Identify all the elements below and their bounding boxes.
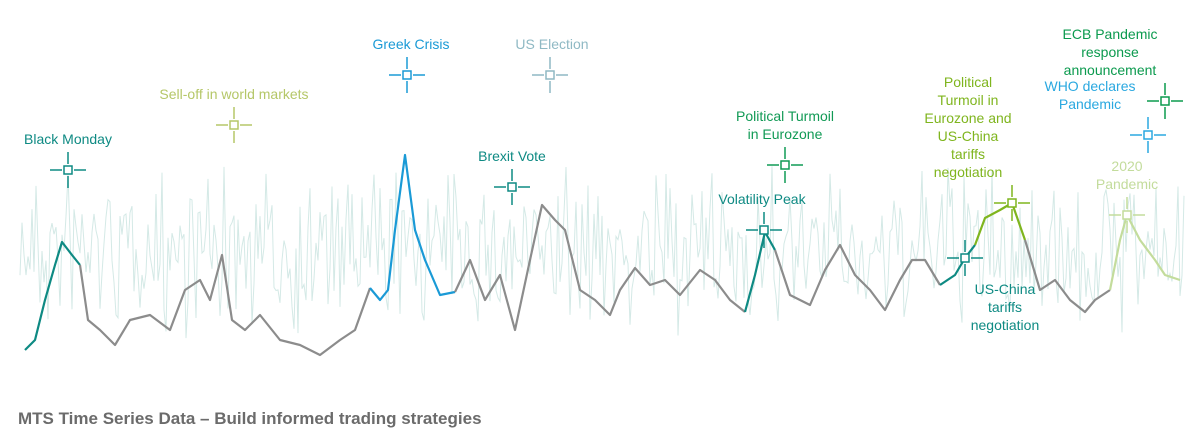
annotation-marker [1160,96,1170,106]
annotation-label: Black Monday [24,131,112,147]
series-line [1108,213,1181,291]
series-line [773,243,941,312]
chart-title: MTS Time Series Data – Build informed tr… [18,409,482,428]
series-line [743,230,776,313]
annotation-marker [63,165,73,175]
background-noise [19,166,1185,339]
annotation-label: negotiation [971,317,1040,333]
series-lines [24,153,1181,357]
annotation-label: Political Turmoil [736,108,834,124]
annotation-label: tariffs [951,146,985,162]
annotation-label: negotiation [934,164,1003,180]
annotation-marker [507,182,517,192]
annotation-label: US Election [515,36,588,52]
annotation-label: US-China [938,128,999,144]
annotation-label: WHO declares [1044,78,1135,94]
annotation-label: Volatility Peak [718,191,806,207]
series-line [454,203,746,332]
series-line [939,244,976,286]
annotation-marker [229,120,239,130]
annotation-marker [960,253,970,263]
annotation: Greek Crisis [372,36,450,93]
annotation: Brexit Vote [478,148,546,205]
annotation-marker [402,70,412,80]
noise-line [19,166,1185,339]
annotation: US-China tariffs negotiation [947,240,1039,333]
annotation: 2020 Pandemic [1096,158,1158,233]
annotation-label: Pandemic [1096,176,1158,192]
annotation-label: Political [944,74,992,90]
annotation: WHO declares Pandemic [1044,78,1166,153]
annotation-marker [780,160,790,170]
annotation-label: Pandemic [1059,96,1121,112]
annotation-label: tariffs [988,299,1022,315]
annotation: ECB Pandemic response announcement [1063,26,1183,119]
annotation-marker [545,70,555,80]
series-line [369,153,456,302]
annotation-marker [1122,210,1132,220]
annotation-label: US-China [975,281,1036,297]
annotation-label: response [1081,44,1139,60]
annotation-label: Eurozone and [924,110,1011,126]
annotation-label: in Eurozone [748,126,823,142]
annotation: Black Monday [24,131,112,188]
annotation-marker [1007,198,1017,208]
series-line [78,253,372,357]
annotation: US Election [515,36,589,93]
annotation-marker [759,225,769,235]
series-line [973,201,1027,246]
annotation: Sell-off in world markets [159,86,309,143]
annotation-marker [1143,130,1153,140]
annotation-label: Greek Crisis [372,36,449,52]
annotation-label: 2020 [1111,158,1142,174]
annotation: Political Turmoil in Eurozone and US-China t… [924,74,1030,221]
annotations: Black Monday Sell-off in world markets Gre… [24,26,1183,333]
annotation: Volatility Peak [718,191,807,248]
annotation-label: ECB Pandemic [1063,26,1158,42]
series-line [24,240,81,351]
annotation: Political Turmoil in Eurozone [736,108,834,183]
annotation-label: announcement [1064,62,1157,78]
series-line [1023,239,1111,314]
annotation-label: Turmoil in [938,92,999,108]
annotation-label: Brexit Vote [478,148,546,164]
annotation-label: Sell-off in world markets [159,86,308,102]
